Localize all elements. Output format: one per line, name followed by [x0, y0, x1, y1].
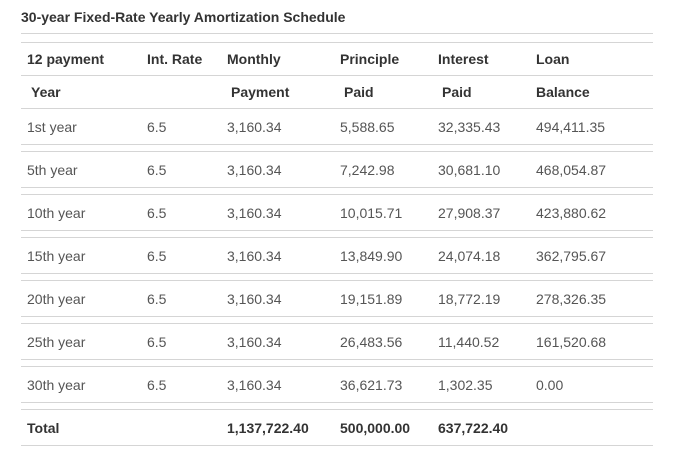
table-row: 5th year 6.5 3,160.34 7,242.98 30,681.10…	[21, 151, 653, 188]
cell-interest-paid: 27,908.37	[432, 194, 530, 231]
header-year: Year	[21, 75, 141, 109]
cell-rate: 6.5	[141, 194, 221, 231]
total-monthly-payment: 1,137,722.40	[221, 409, 334, 446]
row-spacer	[21, 402, 653, 410]
total-label: Total	[21, 409, 141, 446]
cell-interest-paid: 24,074.18	[432, 237, 530, 274]
cell-monthly-payment: 3,160.34	[221, 108, 334, 145]
cell-rate: 6.5	[141, 366, 221, 403]
cell-monthly-payment: 3,160.34	[221, 366, 334, 403]
cell-loan-balance: 161,520.68	[530, 323, 653, 360]
cell-principle-paid: 5,588.65	[334, 108, 432, 145]
row-spacer	[21, 359, 653, 367]
header-blank	[141, 75, 221, 109]
cell-year: 30th year	[21, 366, 141, 403]
total-interest-paid: 637,722.40	[432, 409, 530, 446]
table-row: 1st year 6.5 3,160.34 5,588.65 32,335.43…	[21, 108, 653, 145]
header-payment-year: 12 payment	[21, 42, 141, 76]
cell-rate: 6.5	[141, 237, 221, 274]
table-row: 25th year 6.5 3,160.34 26,483.56 11,440.…	[21, 323, 653, 360]
total-principle-paid: 500,000.00	[334, 409, 432, 446]
cell-principle-paid: 7,242.98	[334, 151, 432, 188]
cell-interest-paid: 30,681.10	[432, 151, 530, 188]
cell-principle-paid: 19,151.89	[334, 280, 432, 317]
header-interest: Interest	[432, 42, 530, 76]
header-row-secondary: Year Payment Paid Paid Balance	[21, 75, 653, 109]
cell-monthly-payment: 3,160.34	[221, 237, 334, 274]
header-principle: Principle	[334, 42, 432, 76]
cell-interest-paid: 32,335.43	[432, 108, 530, 145]
cell-monthly-payment: 3,160.34	[221, 151, 334, 188]
cell-rate: 6.5	[141, 280, 221, 317]
cell-loan-balance: 468,054.87	[530, 151, 653, 188]
cell-loan-balance: 0.00	[530, 366, 653, 403]
cell-principle-paid: 26,483.56	[334, 323, 432, 360]
cell-principle-paid: 13,849.90	[334, 237, 432, 274]
cell-loan-balance: 494,411.35	[530, 108, 653, 145]
amortization-table: 12 payment Int. Rate Monthly Principle I…	[21, 42, 653, 446]
row-spacer	[21, 144, 653, 152]
cell-monthly-payment: 3,160.34	[221, 194, 334, 231]
title-divider	[21, 33, 653, 34]
cell-year: 15th year	[21, 237, 141, 274]
cell-interest-paid: 11,440.52	[432, 323, 530, 360]
cell-loan-balance: 362,795.67	[530, 237, 653, 274]
header-monthly: Monthly	[221, 42, 334, 76]
row-spacer	[21, 187, 653, 195]
header-loan: Loan	[530, 42, 653, 76]
cell-rate: 6.5	[141, 108, 221, 145]
table-row: 30th year 6.5 3,160.34 36,621.73 1,302.3…	[21, 366, 653, 403]
table-row: 20th year 6.5 3,160.34 19,151.89 18,772.…	[21, 280, 653, 317]
cell-interest-paid: 1,302.35	[432, 366, 530, 403]
cell-principle-paid: 10,015.71	[334, 194, 432, 231]
cell-year: 25th year	[21, 323, 141, 360]
cell-year: 10th year	[21, 194, 141, 231]
row-spacer	[21, 273, 653, 281]
cell-monthly-payment: 3,160.34	[221, 280, 334, 317]
table-row: 15th year 6.5 3,160.34 13,849.90 24,074.…	[21, 237, 653, 274]
row-spacer	[21, 316, 653, 324]
total-balance-blank	[530, 409, 653, 446]
cell-rate: 6.5	[141, 151, 221, 188]
row-spacer	[21, 230, 653, 238]
cell-year: 5th year	[21, 151, 141, 188]
header-payment: Payment	[221, 75, 334, 109]
cell-principle-paid: 36,621.73	[334, 366, 432, 403]
total-row: Total 1,137,722.40 500,000.00 637,722.40	[21, 409, 653, 446]
cell-year: 1st year	[21, 108, 141, 145]
total-rate-blank	[141, 409, 221, 446]
cell-interest-paid: 18,772.19	[432, 280, 530, 317]
cell-loan-balance: 278,326.35	[530, 280, 653, 317]
cell-loan-balance: 423,880.62	[530, 194, 653, 231]
table-row: 10th year 6.5 3,160.34 10,015.71 27,908.…	[21, 194, 653, 231]
cell-rate: 6.5	[141, 323, 221, 360]
cell-monthly-payment: 3,160.34	[221, 323, 334, 360]
header-principle-paid: Paid	[334, 75, 432, 109]
header-int-rate: Int. Rate	[141, 42, 221, 76]
header-balance: Balance	[530, 75, 653, 109]
header-row-primary: 12 payment Int. Rate Monthly Principle I…	[21, 42, 653, 76]
schedule-title: 30-year Fixed-Rate Yearly Amortization S…	[21, 9, 346, 25]
cell-year: 20th year	[21, 280, 141, 317]
header-interest-paid: Paid	[432, 75, 530, 109]
